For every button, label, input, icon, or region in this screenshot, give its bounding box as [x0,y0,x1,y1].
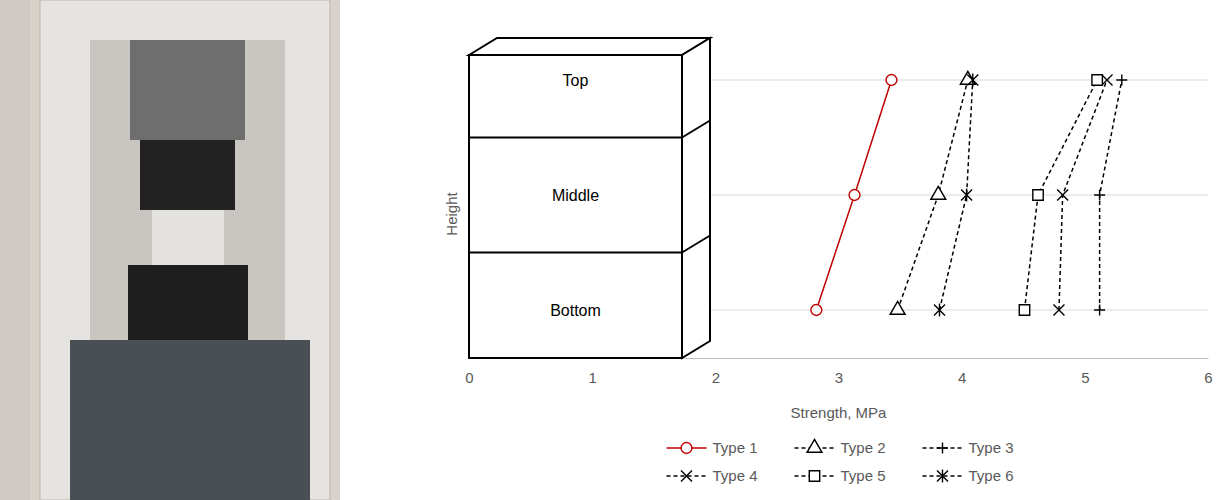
x-tick-label: 3 [835,369,843,386]
series-marker [1094,305,1105,316]
legend-label: Type 1 [713,439,758,456]
x-tick: 2 [712,358,720,386]
x-tick-label: 6 [1204,369,1212,386]
series-marker [811,305,822,316]
series-line [898,80,968,310]
x-tick-label: 4 [958,369,966,386]
machine-frame [40,0,330,500]
x-tick-label: 0 [465,369,473,386]
series-line [816,80,891,310]
series-marker [890,301,905,314]
series-marker [967,73,978,86]
category-label: Top [563,72,589,89]
legend-marker [681,471,692,482]
box-front [469,55,682,358]
plot-data [811,71,1127,316]
x-tick-label: 5 [1081,369,1089,386]
series-marker [1092,75,1102,85]
x-tick: 4 [958,358,966,386]
x-tick-label: 2 [712,369,720,386]
series-marker [1033,190,1043,200]
box-side-divider [682,236,710,253]
series-marker [1116,75,1127,86]
x-tick: 0 [465,358,473,386]
series-marker [1057,190,1068,201]
legend: Type 1 Type 2 Type 3 Type 4 Type 5 Type 6 [667,439,1014,484]
x-tick-label: 1 [588,369,596,386]
upper-platen [130,40,245,140]
picture-ground [0,0,340,500]
specimen [152,210,224,265]
box-side [682,38,710,358]
box-top [469,38,710,55]
machine-base [70,340,310,500]
legend-label: Type 4 [713,467,758,484]
machine-picture [0,0,340,500]
x-tick: 6 [1204,358,1212,386]
legend-item: Type 6 [923,467,1014,484]
x-tick: 1 [588,358,596,386]
legend-item: Type 1 [667,439,758,456]
x-axis: 0 1 2 3 4 5 6 [465,358,1212,386]
box-divider [469,137,682,139]
door-edge [0,0,30,500]
x-tick: 5 [1081,358,1089,386]
series-line [939,80,972,310]
series-marker [934,303,945,316]
legend-marker [681,443,692,454]
legend-item: Type 3 [923,439,1014,456]
x-axis-title: Strength, MPa [791,404,888,421]
legend-item: Type 5 [795,467,886,484]
box-side-divider [682,121,710,138]
legend-marker [937,443,948,454]
series-marker [849,190,860,201]
legend-label: Type 3 [969,439,1014,456]
category-label: Bottom [550,302,601,319]
legend-item: Type 2 [795,439,886,456]
legend-marker [937,469,948,482]
y-axis-title: Height [443,191,460,235]
series-marker [931,186,946,199]
series-line [1059,80,1107,310]
legend-marker [807,439,822,452]
series-marker [1019,305,1029,315]
box-divider [469,252,682,254]
legend-label: Type 2 [841,439,886,456]
x-tick: 3 [835,358,843,386]
series-marker [1102,75,1113,86]
series-marker [961,188,972,201]
series-marker [886,75,897,86]
legend-label: Type 5 [841,467,886,484]
height-box: Bottom Middle Top [469,38,710,358]
legend-label: Type 6 [969,467,1014,484]
series-marker [1094,190,1105,201]
legend-marker [809,471,819,481]
category-label: Middle [552,187,599,204]
legend-item: Type 4 [667,467,758,484]
upper-block [140,140,235,210]
series-marker [1053,305,1064,316]
series-line [1024,80,1097,310]
